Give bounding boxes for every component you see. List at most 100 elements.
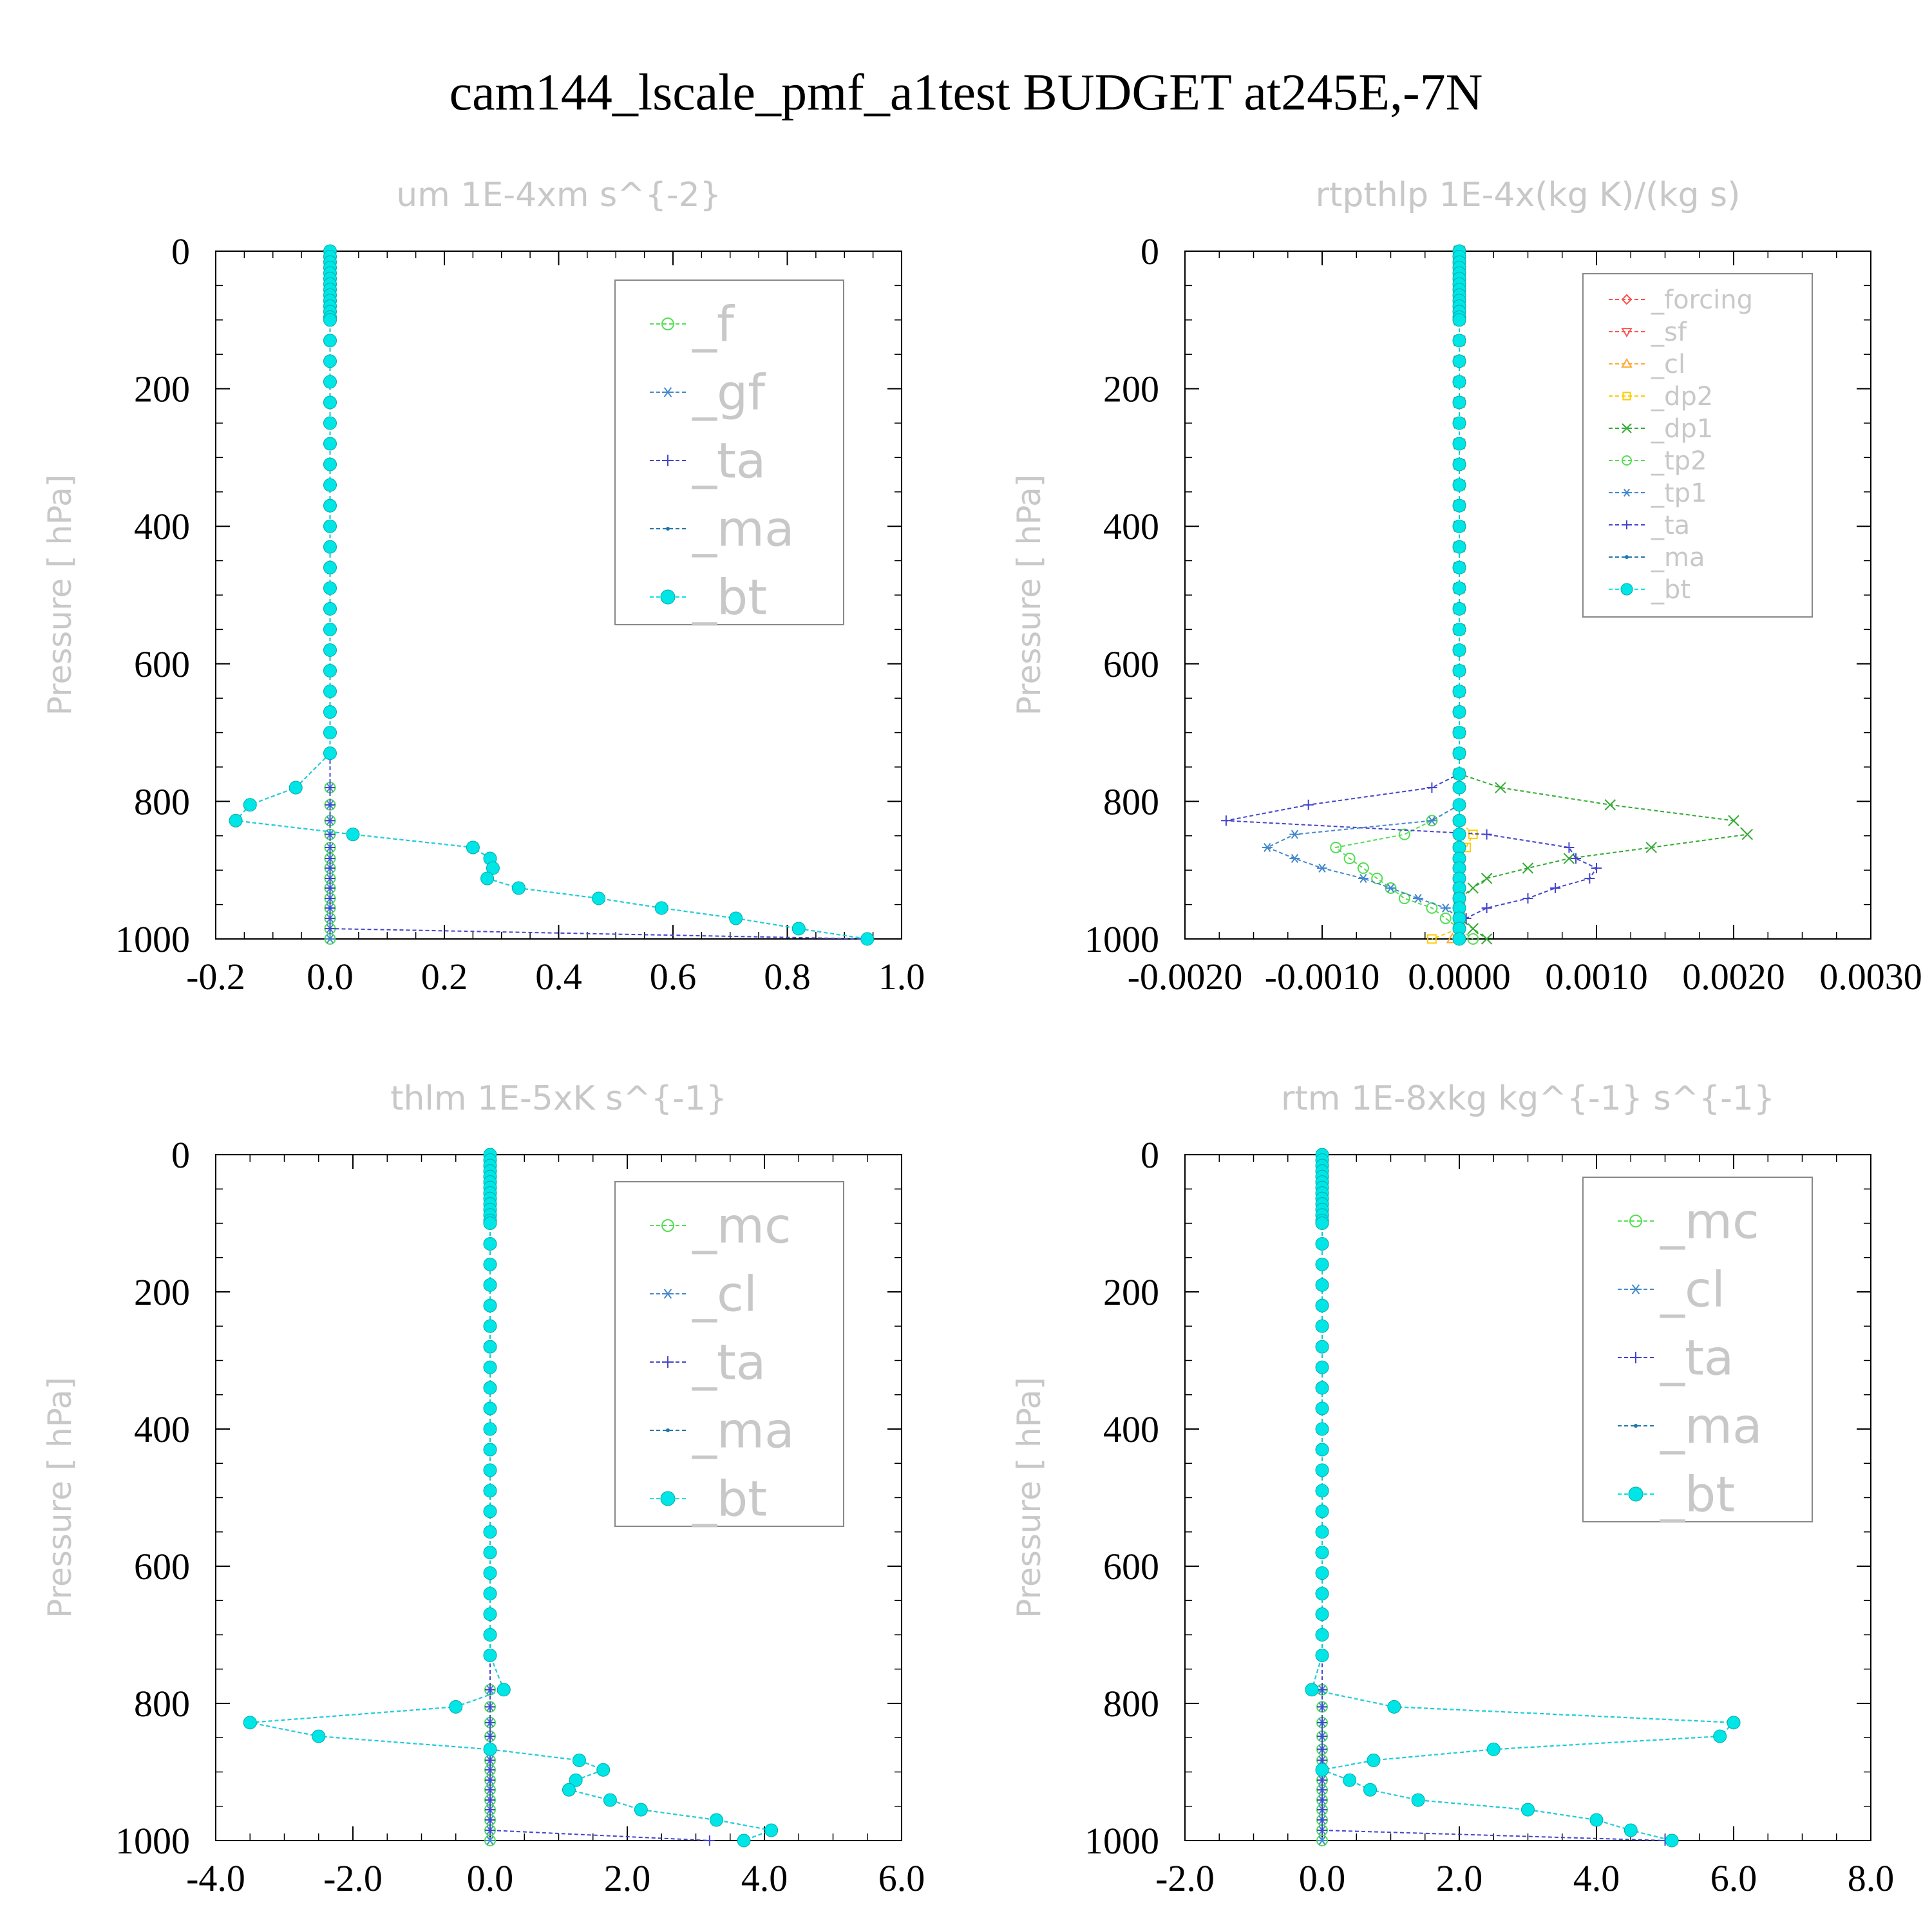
data-point (483, 1525, 497, 1539)
data-point (737, 1833, 751, 1848)
data-point (1315, 1628, 1329, 1642)
legend-label: _f (692, 296, 735, 353)
legend-marker (662, 387, 674, 397)
data-point (1452, 798, 1466, 812)
data-point (449, 1700, 463, 1714)
x-tick-label: 4.0 (741, 1857, 788, 1899)
data-point (325, 799, 336, 810)
legend-label: _cl (1651, 350, 1685, 379)
data-point (1452, 478, 1466, 492)
data-point (1315, 1504, 1329, 1519)
data-point (229, 813, 243, 828)
data-point (1315, 1763, 1329, 1777)
data-point (485, 1701, 495, 1712)
series-line (489, 1155, 710, 1841)
data-point (1486, 1742, 1501, 1756)
y-tick-label: 800 (1103, 781, 1159, 822)
x-tick-label: 0.0 (307, 956, 354, 998)
legend-label: _ta (1660, 1329, 1734, 1387)
y-tick-label: 400 (134, 506, 190, 547)
legend-label: _gf (692, 364, 766, 421)
y-tick-label: 0 (171, 1134, 190, 1176)
x-tick-label: -0.0010 (1265, 956, 1380, 998)
data-point (1439, 912, 1452, 924)
data-point (1452, 437, 1466, 451)
legend-marker (1634, 1424, 1638, 1428)
data-point (1317, 1825, 1327, 1836)
chart-panel-2: rtpthlp 1E-4x(kg K)/(kg s) Pressure [ hPa… (1010, 176, 1922, 998)
data-point (485, 1815, 495, 1826)
x-tick-label: 6.0 (878, 1857, 925, 1899)
series-line (1321, 1155, 1665, 1841)
data-point (1317, 1731, 1327, 1742)
data-point (1522, 893, 1533, 904)
y-tick-label: 1000 (115, 1820, 190, 1862)
legend-box (1582, 273, 1813, 618)
y-tick-label: 600 (134, 643, 190, 685)
data-point (1495, 782, 1506, 793)
y-tick-label: 400 (1103, 506, 1159, 547)
data-point (483, 1401, 497, 1416)
series-line (1459, 251, 1749, 940)
data-point (1367, 1753, 1381, 1767)
data-point (483, 1463, 497, 1477)
series-ta (485, 1150, 715, 1846)
data-point (483, 1319, 497, 1333)
data-point (289, 781, 303, 795)
data-point (1426, 816, 1437, 826)
data-point (1330, 841, 1342, 853)
legend-marker (1625, 555, 1629, 559)
data-point (346, 828, 360, 842)
data-point (1452, 746, 1466, 761)
data-point (1289, 854, 1300, 864)
data-point (1371, 873, 1383, 885)
chart-panel-1: um 1E-4xm s^{-2} Pressure [ hPa] -0.2 0.0 0.… (41, 176, 925, 998)
data-point (323, 498, 337, 513)
y-tick-label: 400 (1103, 1408, 1159, 1450)
data-point (1452, 828, 1466, 842)
y-axis-label: Pressure [ hPa] (1010, 1377, 1048, 1618)
legend-label: _cl (692, 1265, 757, 1323)
data-point (1398, 828, 1410, 840)
data-point (325, 934, 336, 943)
data-point (1481, 933, 1493, 945)
data-point (1467, 933, 1479, 945)
data-point (323, 663, 337, 677)
data-point (1317, 1836, 1327, 1845)
data-point (1467, 882, 1479, 894)
data-point (1315, 1422, 1329, 1436)
data-point (1315, 1217, 1329, 1230)
legend-label: _ta (692, 1334, 766, 1391)
y-tick-label: 200 (134, 368, 190, 410)
data-point (1452, 932, 1466, 946)
legend: _f _gf _ta _ma _bt (614, 279, 844, 626)
data-point (323, 581, 337, 595)
data-point (325, 782, 336, 793)
data-point (1452, 334, 1466, 348)
data-point (1571, 853, 1582, 864)
legend-marker (662, 1289, 674, 1299)
data-point (1452, 560, 1466, 574)
data-point (323, 437, 337, 451)
data-point (483, 1607, 497, 1622)
data-point (323, 540, 337, 554)
y-tick-label: 200 (134, 1271, 190, 1313)
panel-title: thlm 1E-5xK s^{-1} (390, 1079, 727, 1118)
y-tick-label: 1000 (1084, 1820, 1159, 1862)
y-tick-label: 0 (1141, 231, 1159, 272)
data-point (654, 901, 668, 915)
chart-panel-4: rtm 1E-8xkg kg^{-1} s^{-1} Pressure [ hPa… (1010, 1079, 1894, 1899)
plot-frame (1184, 251, 1871, 940)
legend: _mc _cl _ta _ma _bt (1582, 1177, 1813, 1523)
y-axis-label: Pressure [ hPa] (41, 1377, 79, 1618)
data-point (483, 1443, 497, 1457)
y-axis-label: Pressure [ hPa] (1010, 475, 1048, 716)
legend: _forcing_sf _cl _dp2_dp1_tp2_tp1 _ta _ma_bt (1582, 273, 1813, 618)
data-point (1317, 1701, 1327, 1712)
x-tick-label: 2.0 (1436, 1857, 1483, 1899)
x-tick-label: 0.0 (467, 1857, 514, 1899)
data-point (323, 622, 337, 636)
data-point (325, 842, 336, 853)
legend-label: _tp1 (1651, 478, 1707, 508)
legend-marker (666, 527, 670, 531)
